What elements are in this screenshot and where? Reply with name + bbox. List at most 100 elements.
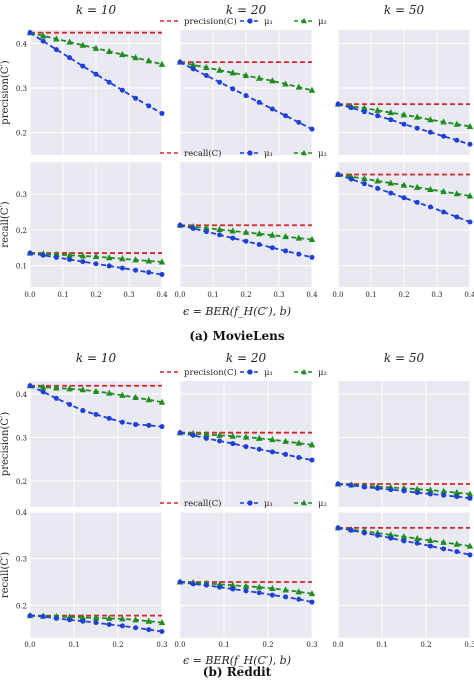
legend-marker (247, 18, 253, 24)
mu2-point (158, 398, 166, 405)
mu1-point (67, 55, 73, 61)
mu1-point (388, 535, 394, 541)
legend-label: μ₂ (318, 499, 327, 509)
x-tick-label: 0.3 (123, 291, 134, 299)
x-tick-label: 0.3 (306, 641, 317, 649)
x-tick-label: 0.4 (464, 291, 474, 299)
x-tick-label: 0.2 (90, 291, 101, 299)
mu1-point (119, 623, 125, 629)
mu1-point (388, 190, 394, 196)
mu1-point (361, 181, 367, 187)
plot-area (30, 381, 162, 507)
mu1-point (296, 596, 302, 602)
mu1-point (93, 620, 99, 626)
y-tick-label: 0.3 (16, 191, 27, 199)
mu2-point (440, 188, 447, 195)
mu1-line (337, 103, 471, 146)
mu2-point (132, 54, 139, 61)
mu1-point (401, 195, 407, 201)
mu1-point (146, 269, 152, 275)
mu2-point (119, 255, 126, 262)
mu2-point (453, 540, 461, 547)
mu1-point (27, 30, 33, 36)
mu2-point (308, 590, 316, 597)
mu1-point (106, 263, 112, 269)
mu1-point (243, 93, 249, 99)
mu1-point (414, 199, 420, 205)
mu1-point (243, 238, 249, 244)
mu1-point (361, 530, 367, 536)
mu2-point (282, 233, 289, 240)
mu2-point (119, 391, 126, 398)
x-tick-label: 0.4 (156, 291, 168, 299)
mu2-point (242, 228, 250, 235)
x-tick-label: 0.3 (273, 291, 284, 299)
x-tick-label: 0.1 (365, 291, 376, 299)
legend-label: μ₁ (264, 499, 273, 509)
mu1-point (427, 491, 433, 497)
mu1-point (40, 389, 46, 395)
mu2-point (387, 531, 395, 538)
mu1-point (190, 581, 196, 587)
mu1-point (375, 532, 381, 538)
mu1-point (454, 494, 460, 500)
mu1-point (177, 222, 183, 228)
legend-marker (301, 499, 307, 506)
mu2-point (216, 431, 223, 438)
mu2-point (466, 542, 474, 549)
mu1-point (80, 618, 86, 624)
mu2-point (39, 32, 47, 39)
mu1-point (146, 103, 152, 109)
mu1-point (93, 411, 99, 417)
mu1-point (159, 628, 165, 634)
legend-marker (301, 17, 307, 24)
mu2-point (132, 256, 139, 263)
column-title: k = 50 (384, 3, 425, 17)
subplot (334, 511, 474, 638)
mu1-point (27, 613, 33, 619)
subplot (334, 381, 474, 507)
mu1-point (269, 592, 275, 598)
legend-label: μ₁ (264, 17, 273, 27)
mu2-point (92, 387, 100, 394)
mu1-point (467, 552, 473, 558)
mu2-point (203, 63, 210, 71)
mu1-point (454, 549, 460, 555)
legend-label: recall(C) (184, 498, 222, 509)
x-tick-label: 0.2 (420, 641, 431, 649)
y-axis-label: recall(C′) (0, 201, 11, 247)
mu2-point (295, 234, 303, 241)
mu1-point (309, 126, 315, 132)
mu1-point (414, 540, 420, 546)
mu1-point (217, 232, 223, 238)
mu2-point (400, 533, 408, 540)
mu2-point (145, 257, 153, 264)
mu2-point (92, 44, 100, 51)
mu2-point (387, 108, 395, 116)
mu2-point (269, 77, 276, 84)
mu1-point (53, 47, 59, 53)
mu1-point (27, 383, 33, 389)
mu1-point (454, 214, 460, 220)
mu1-point (67, 257, 73, 262)
mu1-point (309, 599, 315, 605)
y-axis-label: precision(C′) (0, 412, 11, 477)
x-tick-label: 0.2 (240, 291, 251, 299)
mu1-point (427, 204, 433, 210)
mu2-point (400, 181, 408, 188)
mu2-point (105, 614, 113, 621)
y-tick-label: 0.2 (16, 478, 27, 486)
mu1-point (133, 625, 139, 631)
mu2-point (374, 177, 381, 184)
mu2-point (66, 38, 73, 45)
mu1-point (348, 176, 354, 182)
mu1-point (401, 121, 407, 127)
plot-area (338, 512, 470, 638)
mu2-point (374, 106, 381, 113)
mu1-point (256, 590, 262, 596)
mu2-point (242, 71, 250, 79)
mu2-point (119, 50, 126, 58)
mu2-point (308, 86, 316, 93)
x-tick-label: 0.0 (24, 641, 35, 649)
mu2-point (427, 536, 434, 543)
